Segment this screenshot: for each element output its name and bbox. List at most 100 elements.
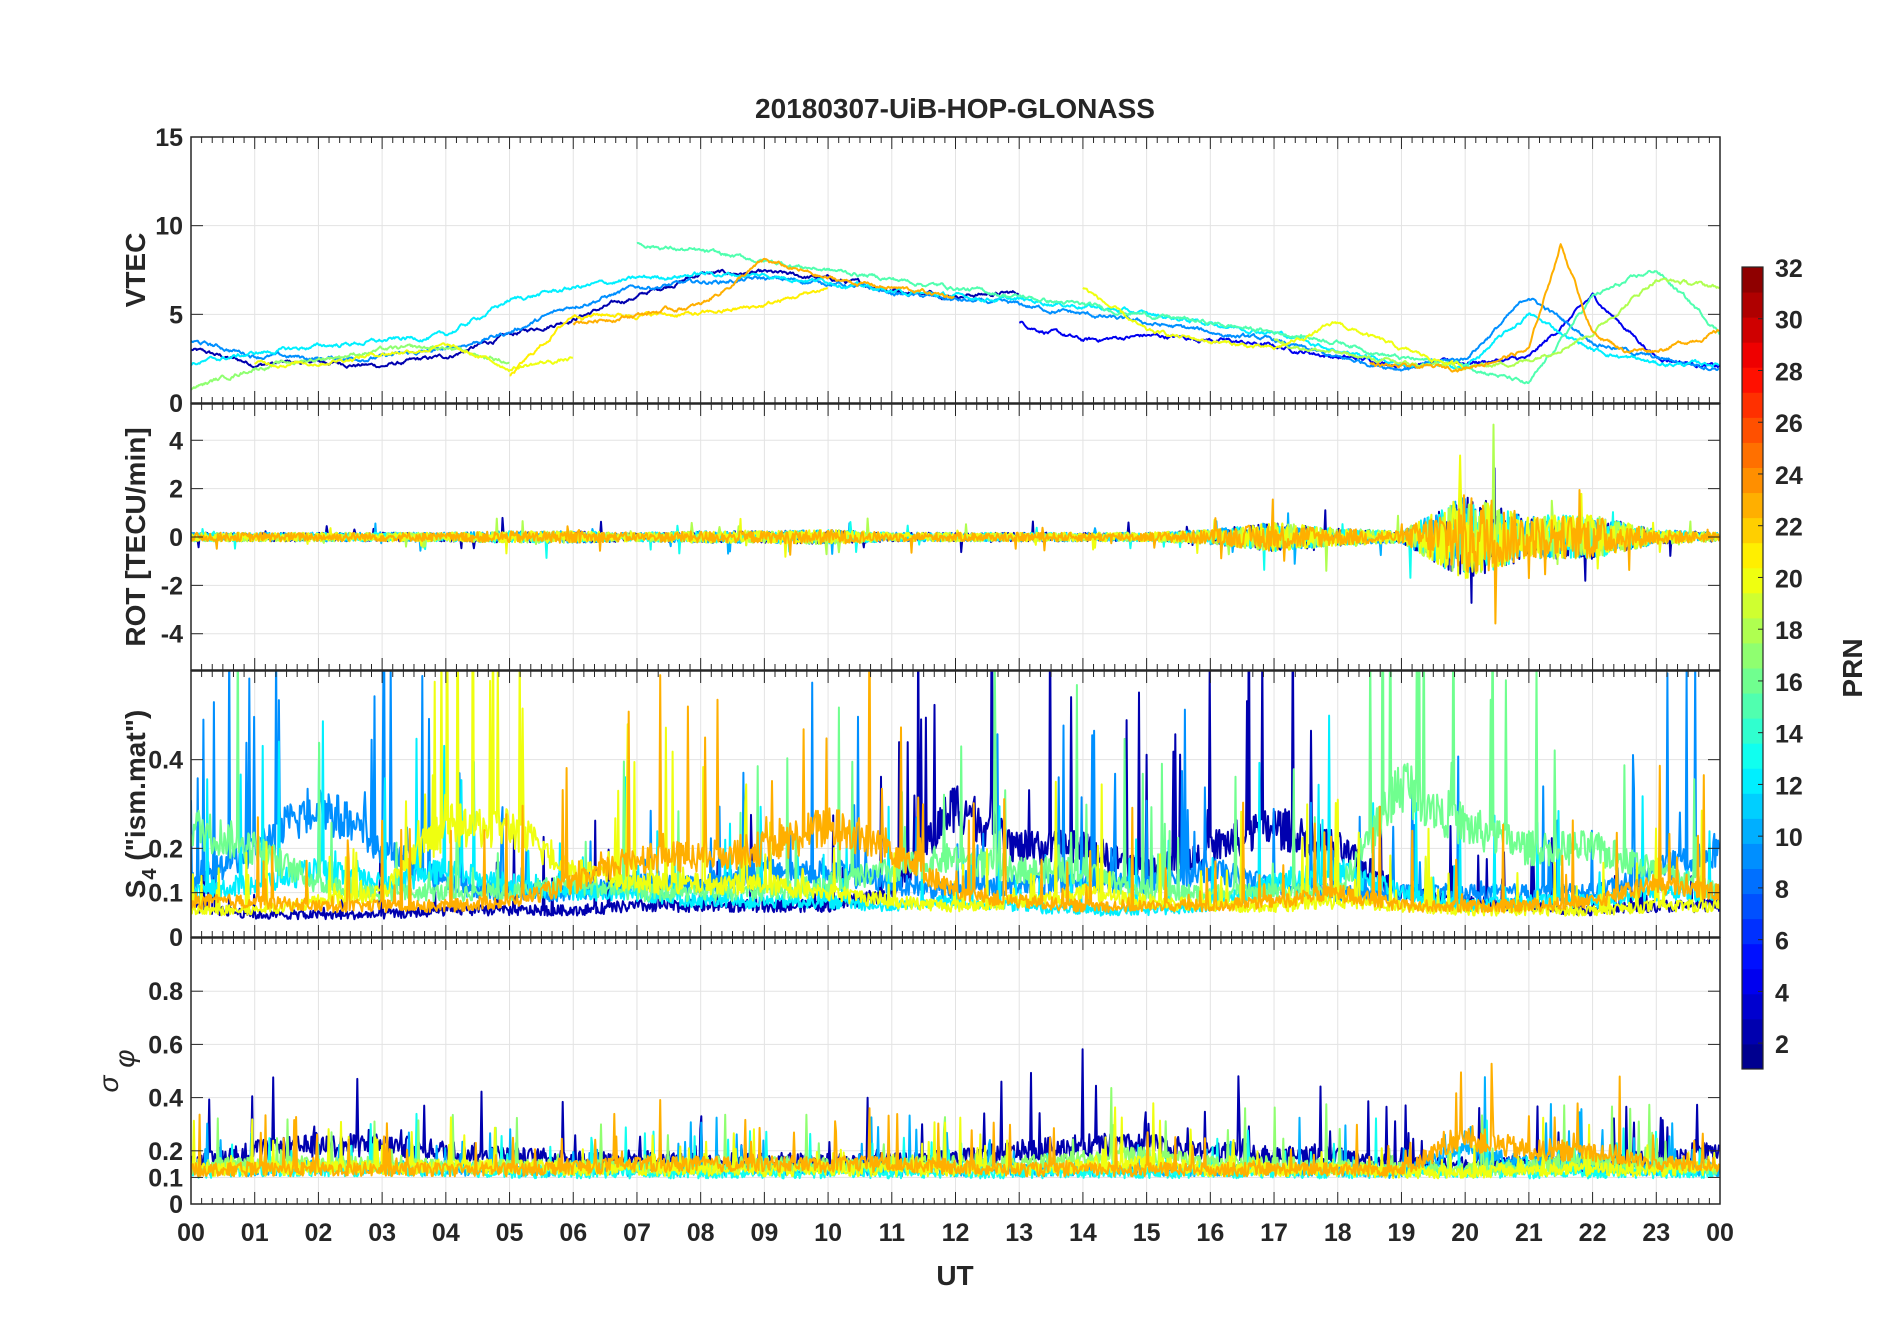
colorbar-level <box>1742 542 1763 569</box>
y-tick-label: 0 <box>169 1191 183 1219</box>
colorbar-level <box>1742 693 1763 719</box>
x-tick-label: 06 <box>559 1219 587 1247</box>
colorbar-tick-label: 26 <box>1775 410 1803 438</box>
panel-sigma_phi: 00.10.2 0.4 0.6 0.8 σ φ <box>93 937 1721 1219</box>
x-tick-label: 00 <box>1706 1219 1734 1247</box>
y-tick-label: 0 <box>169 390 183 418</box>
colorbar-level <box>1742 492 1763 519</box>
series-line-prn-2 <box>191 268 1020 369</box>
series-group <box>191 423 1720 625</box>
y-tick-label: -2 <box>161 572 183 600</box>
y-tick-label: 10 <box>155 213 183 241</box>
colorbar-level <box>1742 718 1763 744</box>
panel-rot: -4 -2 0 2 4 ROT [TECU/min] <box>120 403 1721 671</box>
colorbar-level <box>1742 392 1763 418</box>
colorbar-label: PRN <box>1837 638 1868 697</box>
series-line-prn-23 <box>191 671 1720 914</box>
colorbar-tick-label: 20 <box>1775 565 1803 593</box>
colorbar-level <box>1742 617 1763 644</box>
y-tick-label: 4 <box>169 427 183 455</box>
series-line-prn-23 <box>572 257 955 326</box>
x-tick-label: 11 <box>879 1219 906 1247</box>
colorbar-level <box>1742 317 1763 343</box>
y-tick-label: 0.4 <box>148 747 183 775</box>
y-tick-label: 0.1 <box>148 880 183 908</box>
colorbar-level <box>1742 1043 1763 1070</box>
colorbar-level <box>1742 768 1763 794</box>
x-tick-label: 10 <box>814 1219 842 1247</box>
colorbar-level <box>1742 367 1763 393</box>
series-group <box>191 1048 1720 1180</box>
colorbar-level <box>1742 467 1763 494</box>
x-tick-label: 23 <box>1642 1219 1670 1247</box>
y-tick-label: 2 <box>169 476 183 504</box>
series-line-prn-15 <box>636 241 1720 385</box>
x-tick-label: 19 <box>1388 1219 1416 1247</box>
colorbar-tick-label: 32 <box>1775 255 1803 283</box>
y-tick-label: 0 <box>169 924 183 952</box>
series-line-prn-17 <box>191 343 510 391</box>
y-axis-label: ROT [TECU/min] <box>120 427 151 646</box>
colorbar-level <box>1742 1018 1763 1045</box>
colorbar-tick-label: 12 <box>1775 772 1803 800</box>
x-tick-label: 16 <box>1196 1219 1224 1247</box>
colorbar-level <box>1742 342 1763 368</box>
colorbar-tick-label: 18 <box>1775 617 1803 645</box>
colorbar-level <box>1742 968 1763 995</box>
colorbar-level <box>1742 668 1763 694</box>
colorbar-level <box>1742 868 1763 895</box>
chart-title: 20180307-UiB-HOP-GLONASS <box>755 93 1155 124</box>
colorbar-tick-label: 28 <box>1775 358 1803 386</box>
series-group <box>191 671 1720 921</box>
colorbar-tick-label: 6 <box>1775 928 1789 956</box>
colorbar-tick-label: 16 <box>1775 669 1803 697</box>
series-line-prn-4 <box>1019 292 1720 369</box>
x-tick-label: 07 <box>623 1219 651 1247</box>
series-group <box>191 241 1720 391</box>
series-line-prn-16 <box>191 671 1720 903</box>
colorbar-tick-label: 24 <box>1775 462 1803 490</box>
series-line-prn-23 <box>1369 243 1720 373</box>
y-tick-label: 0.8 <box>148 978 183 1006</box>
colorbar-level <box>1742 943 1763 970</box>
colorbar-level <box>1742 642 1763 669</box>
colorbar-level <box>1742 743 1763 769</box>
colorbar-level <box>1742 567 1763 594</box>
colorbar-level <box>1742 292 1763 318</box>
x-tick-label: 08 <box>687 1219 715 1247</box>
x-tick-label: 00 <box>177 1219 205 1247</box>
colorbar-level <box>1742 818 1763 844</box>
x-tick-label: 22 <box>1579 1219 1607 1247</box>
x-tick-label: 15 <box>1133 1219 1161 1247</box>
colorbar-level <box>1742 592 1763 619</box>
y-tick-label: -4 <box>161 621 183 649</box>
series-line-prn-20 <box>1082 286 1465 371</box>
x-tick-label: 03 <box>368 1219 396 1247</box>
colorbar-level <box>1742 267 1763 293</box>
colorbar-level <box>1742 893 1763 920</box>
x-tick-label: 01 <box>241 1219 269 1247</box>
colorbar-box <box>1741 266 1764 1070</box>
colorbar-tick-label: 14 <box>1775 721 1803 749</box>
y-tick-label: 0.6 <box>148 1031 183 1059</box>
x-tick-label: 05 <box>496 1219 524 1247</box>
y-tick-label: 5 <box>169 301 183 329</box>
subscript: 4 <box>139 868 161 880</box>
panel-vtec: 0 5 10 15 VTEC <box>120 124 1721 418</box>
y-tick-label: 0 <box>169 524 183 552</box>
y-tick-label: 0.4 <box>148 1085 183 1113</box>
x-tick-labels: 00 01 02 03 04 05 06 07 08 09 10 11 12 13 14 15 16 17 18 19… <box>177 1219 1734 1247</box>
x-tick-label: 20 <box>1451 1219 1479 1247</box>
colorbar-level <box>1742 417 1763 443</box>
colorbar-level <box>1742 442 1763 468</box>
y-tick-label: 0.1 <box>148 1164 183 1192</box>
series-line-prn-20 <box>254 342 574 373</box>
x-tick-label: 02 <box>305 1219 333 1247</box>
x-tick-label: 17 <box>1260 1219 1288 1247</box>
y-axis-label: S4 ("ism.mat") <box>120 710 161 899</box>
x-axis-label: UT <box>936 1260 973 1291</box>
subscript: φ <box>109 1050 140 1076</box>
colorbar-tick-label: 2 <box>1775 1031 1789 1059</box>
